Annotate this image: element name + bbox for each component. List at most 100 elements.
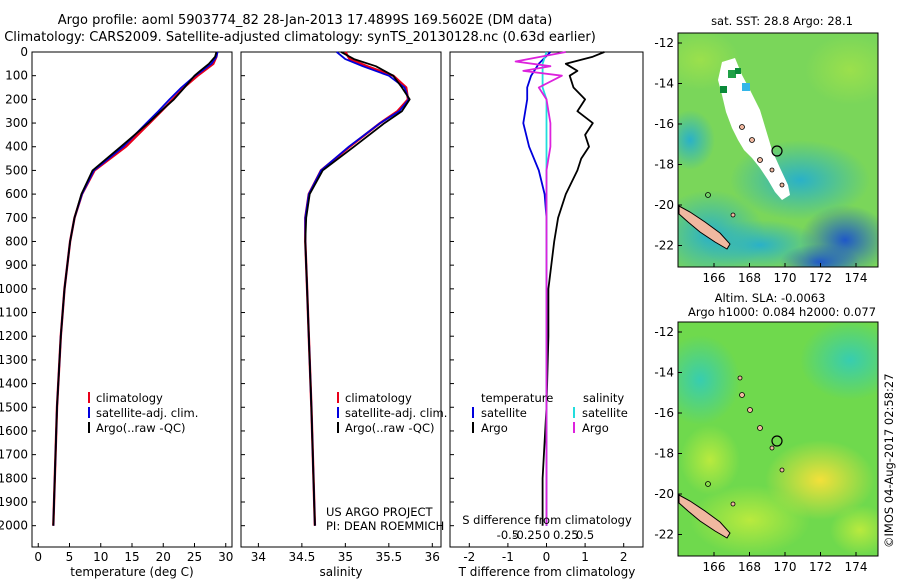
depth-tick-label: 800 (5, 234, 28, 248)
map-x-tick-label: 174 (845, 560, 868, 574)
map-x-tick-label: 170 (774, 560, 797, 574)
depth-tick-label: 200 (5, 92, 28, 106)
series-line-climatology (52, 51, 219, 526)
x-tick-label: 20 (156, 550, 171, 564)
legend-argo-label: Argo(..raw -QC) (345, 421, 435, 435)
t-difference-axis-label: T difference from climatology (458, 565, 636, 579)
depth-tick-label: 1100 (0, 306, 28, 320)
x-tick-label: 25 (187, 550, 202, 564)
x-tick-label: 34.5 (289, 550, 316, 564)
map-x-tick-label: 172 (809, 271, 832, 285)
series-line-argo-raw-qc (52, 51, 218, 526)
pi-credit: PI: DEAN ROEMMICH (326, 519, 444, 533)
depth-tick-label: 500 (5, 163, 28, 177)
legend-salinity-title: salinity (583, 391, 624, 405)
temperature-legend: climatology satellite-adj. clim. Argo(..… (88, 391, 198, 435)
depth-tick-label: 1600 (0, 424, 28, 438)
sla-map-title-line2: Argo h1000: 0.084 h2000: 0.077 (688, 305, 876, 319)
depth-tick-label: 1500 (0, 400, 28, 414)
temperature-panel-frame (31, 51, 233, 548)
difference-plot: -2 -1 0 1 2 -0.5-0.25 0 0.250.5 (450, 51, 628, 564)
map-y-tick-label: -16 (654, 406, 674, 420)
x-tick-label: 35 (338, 550, 353, 564)
map-y-tick-label: -14 (654, 77, 674, 91)
series-line-climatology (304, 51, 410, 526)
s-tick-label: -0.25 (512, 528, 542, 542)
x-tick-label: -1 (502, 550, 514, 564)
s-difference-axis-label: S difference from climatology (462, 513, 632, 527)
sst-map-axes: 166 168 170 172 174 -12 -14 -16 -18 -20 -22 (654, 36, 867, 285)
depth-tick-label: 400 (5, 140, 28, 154)
map-y-tick-label: -14 (654, 366, 674, 380)
series-line-satellite-adj-clim (52, 51, 219, 526)
depth-axis: 0 100 200 300 400 500 600 700 800 900 1000 1100 1200… (0, 45, 28, 533)
depth-tick-label: 2000 (0, 519, 28, 533)
difference-legend: temperature salinity satellite Argo sate… (472, 391, 628, 435)
s-tick-label: 0.5 (576, 528, 594, 542)
legend-climatology-label: climatology (96, 391, 163, 405)
map-y-tick-label: -12 (654, 325, 674, 339)
map-x-tick-label: 172 (809, 560, 832, 574)
map-y-tick-label: -22 (654, 239, 674, 253)
new-caledonia-island (678, 205, 731, 250)
series-line-argo-raw-qc (304, 51, 411, 526)
map-y-tick-label: -20 (654, 487, 674, 501)
x-tick-label: 5 (66, 550, 74, 564)
map-x-tick-label: 166 (703, 271, 726, 285)
map-x-tick-label: 174 (845, 271, 868, 285)
s-tick-label: -0.5 (497, 528, 519, 542)
depth-tick-label: 1200 (0, 329, 28, 343)
depth-tick-label: 1700 (0, 448, 28, 462)
depth-tick-label: 1800 (0, 471, 28, 485)
argo-float-marker (771, 145, 783, 157)
x-tick-label: 2 (620, 550, 628, 564)
new-caledonia-island (678, 494, 731, 539)
map-x-tick-label: 168 (738, 560, 761, 574)
sla-map-axes: 166 168 170 172 174 -12 -14 -16 -18 -20 -22 (654, 325, 867, 574)
x-tick-label: 0 (543, 550, 551, 564)
legend-temperature-title: temperature (481, 391, 553, 405)
x-tick-label: -2 (463, 550, 475, 564)
project-credit: US ARGO PROJECT (326, 505, 434, 519)
depth-tick-label: 100 (5, 69, 28, 83)
salinity-panel-frame (240, 51, 442, 548)
sla-map (678, 322, 878, 556)
depth-tick-label: 1900 (0, 495, 28, 509)
sst-map-title: sat. SST: 28.8 Argo: 28.1 (711, 14, 853, 28)
legend-satellite-label: satellite-adj. clim. (96, 406, 198, 420)
depth-tick-label: 1300 (0, 353, 28, 367)
map-y-tick-label: -20 (654, 198, 674, 212)
series-line-satellite-adj-clim (304, 51, 410, 526)
depth-tick-label: 900 (5, 258, 28, 272)
depth-tick-label: 600 (5, 187, 28, 201)
x-tick-label: 0 (34, 550, 42, 564)
legend-satellite-label: satellite-adj. clim. (345, 406, 447, 420)
x-tick-label: 15 (124, 550, 139, 564)
depth-tick-label: 1000 (0, 282, 28, 296)
legend-sal-satellite-label: satellite (582, 406, 628, 420)
x-tick-label: 35.5 (375, 550, 402, 564)
depth-tick-label: 1400 (0, 377, 28, 391)
legend-temp-satellite-label: satellite (481, 406, 527, 420)
x-tick-label: 1 (581, 550, 589, 564)
x-tick-label: 34 (251, 550, 266, 564)
figure-title-line2: Climatology: CARS2009. Satellite-adjuste… (4, 30, 596, 45)
sla-map-title-line1: Altim. SLA: -0.0063 (715, 291, 826, 305)
depth-tick-label: 300 (5, 116, 28, 130)
map-y-tick-label: -12 (654, 36, 674, 50)
temperature-plot: 0 5 10 15 20 25 30 (32, 51, 233, 564)
imos-stamp: ©IMOS 04-Aug-2017 02:58:27 (882, 373, 896, 548)
s-tick-label: 0 (543, 528, 550, 542)
map-y-tick-label: -16 (654, 117, 674, 131)
s-tick-label: 0.25 (553, 528, 579, 542)
legend-sal-argo-label: Argo (582, 421, 609, 435)
map-x-tick-label: 166 (703, 560, 726, 574)
series-line-salinity-argo (514, 51, 566, 526)
map-y-tick-label: -22 (654, 528, 674, 542)
salinity-plot: 34 34.5 35 35.5 36 (241, 51, 440, 564)
map-y-tick-label: -18 (654, 158, 674, 172)
salinity-legend: climatology satellite-adj. clim. Argo(..… (337, 391, 447, 435)
cloud-mask (718, 58, 790, 200)
legend-temp-argo-label: Argo (481, 421, 508, 435)
